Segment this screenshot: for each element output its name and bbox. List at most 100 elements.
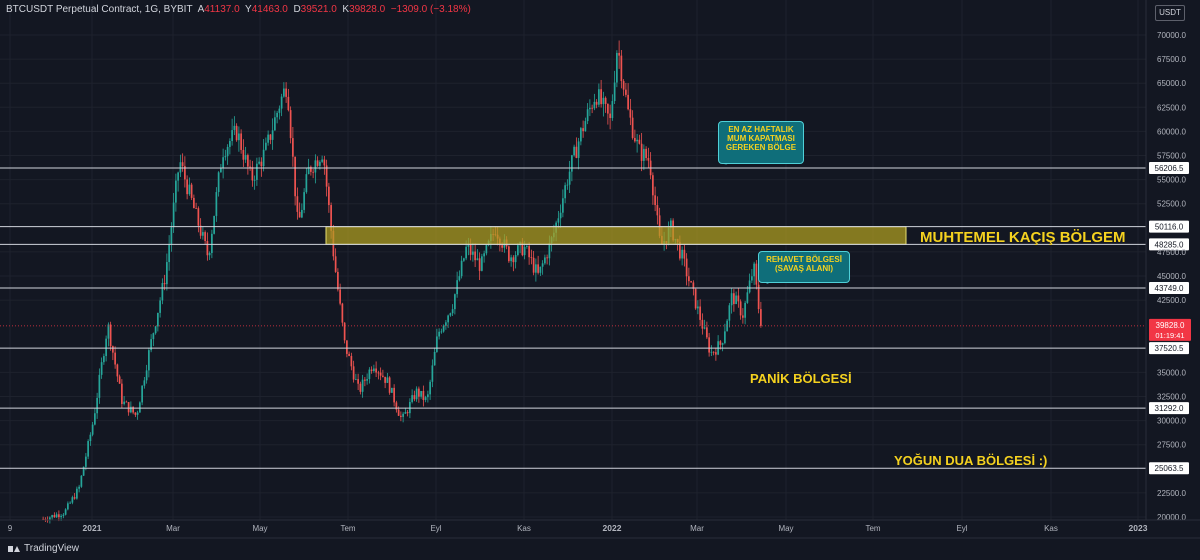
candle-body	[161, 283, 164, 301]
candle-body	[456, 280, 458, 295]
candle-body	[316, 160, 319, 166]
x-tick-label: 2022	[603, 523, 622, 533]
candle-body	[287, 96, 290, 111]
candle-body	[537, 264, 539, 273]
candle-body	[350, 355, 353, 367]
candle-body	[44, 518, 47, 520]
pray-zone-label: YOĞUN DUA BÖLGESİ :)	[894, 453, 1048, 468]
y-tick-label: 20000.0	[1157, 513, 1186, 522]
candle-body	[436, 336, 438, 352]
candle-body	[688, 276, 690, 282]
candle-body	[753, 263, 755, 277]
candle-body	[181, 162, 184, 167]
bubble-line: REHAVET BÖLGESİ	[766, 255, 842, 264]
candle-body	[73, 497, 76, 499]
price-level-value: 50116.0	[1155, 223, 1184, 232]
candle-body	[94, 413, 96, 425]
candle-body	[528, 246, 530, 258]
candle-body	[64, 509, 67, 515]
candle-body	[244, 155, 247, 160]
candle-body	[307, 166, 310, 175]
brand-label: TradingView	[24, 543, 80, 554]
candle-body	[132, 406, 134, 413]
candle-body	[629, 109, 632, 118]
price-level-tag	[1149, 220, 1189, 233]
candle-body	[62, 514, 65, 516]
candle-body	[478, 258, 481, 271]
candle-body	[364, 379, 366, 381]
y-tick-label: 67500.0	[1157, 55, 1186, 64]
candle-body	[283, 88, 285, 97]
candle-body	[116, 364, 119, 377]
close-value: 39828.0	[349, 4, 386, 15]
candle-body	[420, 391, 422, 397]
x-tick-label: 2021	[83, 523, 102, 533]
x-tick-label: Eyl	[430, 524, 441, 533]
candle-body	[548, 243, 551, 259]
candle-body	[238, 133, 240, 141]
candle-body	[697, 306, 699, 309]
candle-body	[530, 257, 533, 259]
candle-body	[262, 149, 265, 167]
candle-body	[652, 175, 654, 196]
candle-body	[296, 196, 299, 212]
price-level-tag	[1149, 342, 1189, 355]
weekly-close-bubble: EN AZ HAFTALIK MUM KAPATMASI GEREKEN BÖL…	[718, 121, 804, 164]
candle-body	[114, 352, 116, 365]
candle-body	[280, 96, 283, 109]
candle-body	[737, 295, 740, 302]
candle-body	[170, 227, 173, 245]
currency-unit-button[interactable]: USDT	[1155, 5, 1185, 21]
candle-body	[172, 202, 175, 228]
candle-body	[575, 146, 578, 158]
candle-body	[85, 456, 87, 467]
candle-body	[508, 246, 510, 262]
candle-body	[557, 218, 560, 223]
candle-body	[202, 232, 204, 236]
candle-body	[220, 168, 222, 173]
candle-body	[755, 263, 758, 285]
candle-body	[699, 306, 701, 320]
candle-body	[730, 293, 733, 306]
change-value: −1309.0 (−3.18%)	[390, 4, 471, 15]
candle-body	[541, 263, 544, 267]
candle-body	[215, 192, 218, 216]
candle-body	[242, 149, 245, 160]
candle-body	[348, 353, 350, 356]
candle-body	[71, 497, 74, 503]
candle-body	[260, 161, 263, 167]
candle-body	[325, 165, 328, 187]
grid	[0, 0, 1146, 520]
candle-body	[60, 515, 62, 518]
x-tick-label: May	[252, 524, 267, 533]
candle-body	[175, 180, 177, 203]
candle-body	[193, 197, 195, 209]
price-levels: 56206.5 50116.0 48285.0 43749.0 37520.5 31292…	[0, 159, 1191, 475]
candle-body	[454, 294, 456, 310]
candle-body	[69, 502, 71, 504]
candle-body	[375, 368, 377, 373]
candle-body	[87, 441, 89, 457]
candle-body	[418, 388, 420, 397]
candle-body	[305, 174, 308, 193]
candle-body	[598, 89, 600, 105]
candle-body	[627, 94, 629, 110]
candle-body	[103, 356, 105, 363]
candle-body	[465, 246, 467, 259]
candle-body	[386, 377, 389, 383]
candle-body	[559, 212, 562, 219]
candle-body	[51, 515, 53, 518]
candle-body	[415, 388, 418, 400]
candle-body	[739, 301, 742, 316]
y-tick-label: 30000.0	[1157, 417, 1186, 426]
candle-body	[589, 107, 591, 110]
candle-body	[42, 518, 44, 520]
candle-body	[719, 341, 722, 345]
candle-body	[310, 166, 312, 172]
candle-body	[625, 89, 627, 95]
candle-body	[593, 101, 596, 109]
candle-body	[240, 133, 242, 150]
candle-body	[179, 162, 182, 173]
